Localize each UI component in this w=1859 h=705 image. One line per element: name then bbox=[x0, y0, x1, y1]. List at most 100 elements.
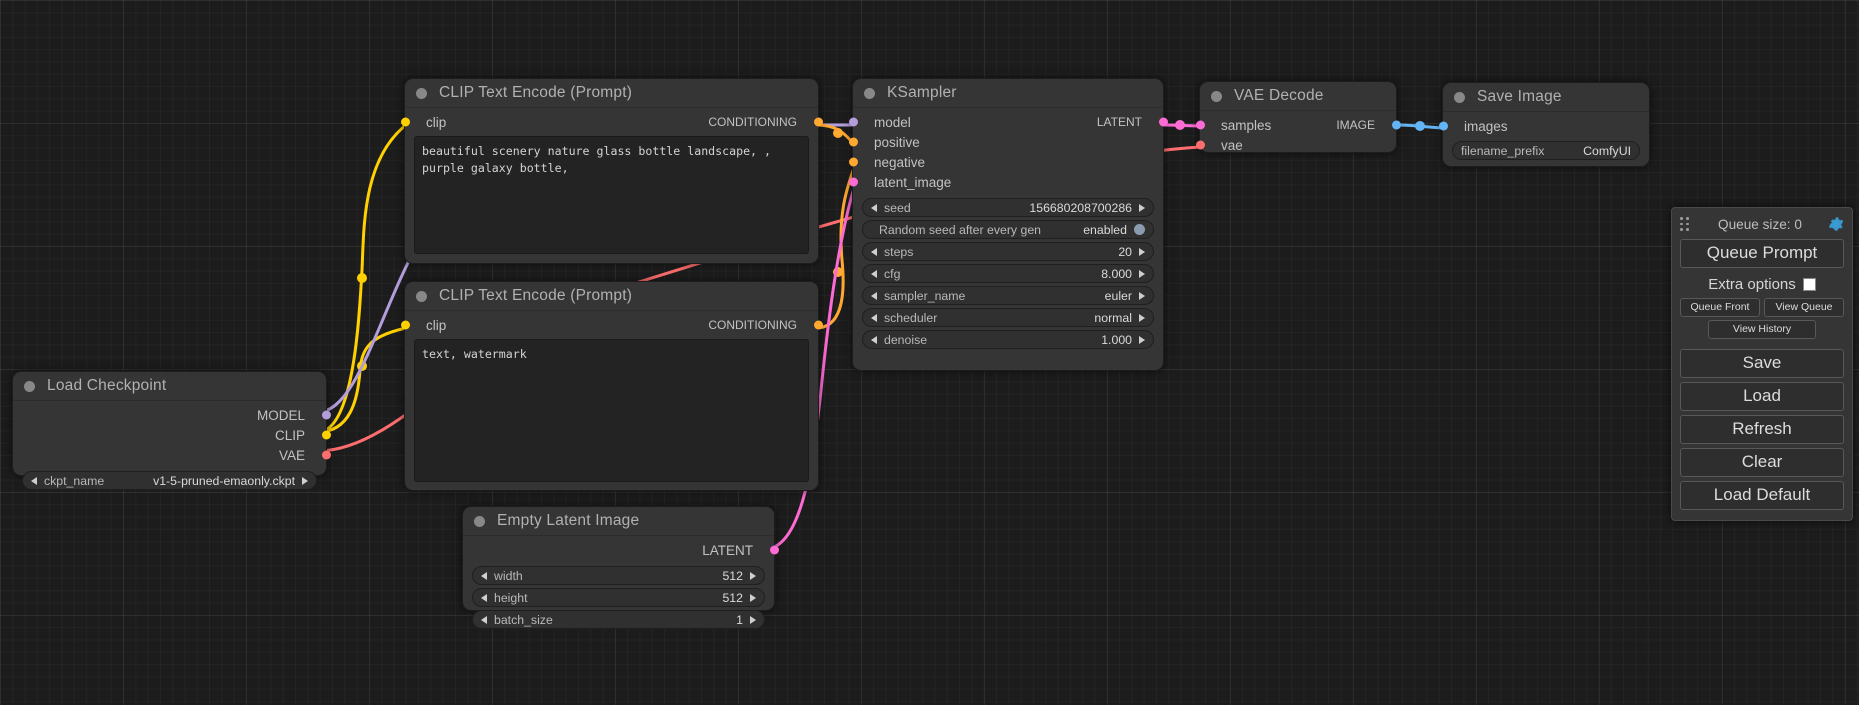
collapse-dot-icon[interactable] bbox=[1454, 91, 1465, 103]
widget-batch-size[interactable]: batch_size 1 bbox=[472, 610, 765, 629]
node-title-bar[interactable]: CLIP Text Encode (Prompt) bbox=[405, 282, 818, 311]
node-title-bar[interactable]: VAE Decode bbox=[1200, 82, 1396, 111]
widget-random-seed-toggle[interactable]: Random seed after every gen enabled bbox=[862, 220, 1154, 239]
widget-steps[interactable]: steps 20 bbox=[862, 242, 1154, 261]
prompt-textarea[interactable]: beautiful scenery nature glass bottle la… bbox=[414, 136, 809, 254]
widget-filename-prefix[interactable]: filename_prefix ComfyUI bbox=[1452, 141, 1640, 160]
refresh-button[interactable]: Refresh bbox=[1680, 415, 1844, 444]
negative-input-dot-icon[interactable] bbox=[848, 157, 858, 167]
previous-arrow-icon[interactable] bbox=[871, 291, 877, 300]
comfy-menu-panel[interactable]: Queue size: 0 Queue Prompt Extra options… bbox=[1671, 207, 1853, 521]
increment-arrow-icon[interactable] bbox=[1139, 203, 1145, 212]
widget-scheduler[interactable]: scheduler normal bbox=[862, 308, 1154, 327]
extra-options-checkbox[interactable] bbox=[1802, 278, 1816, 291]
load-default-button[interactable]: Load Default bbox=[1680, 481, 1844, 510]
node-clip-text-encode-positive[interactable]: CLIP Text Encode (Prompt) clip CONDITION… bbox=[400, 78, 823, 264]
node-load-checkpoint[interactable]: Load Checkpoint MODEL CLIP VAE ckpt_name… bbox=[12, 371, 331, 490]
conditioning-output-dot-icon[interactable] bbox=[813, 320, 823, 330]
previous-arrow-icon[interactable] bbox=[31, 476, 37, 485]
output-slot-latent[interactable]: LATENT bbox=[463, 540, 779, 560]
collapse-dot-icon[interactable] bbox=[24, 380, 35, 392]
gear-icon[interactable] bbox=[1828, 216, 1844, 232]
samples-input-dot-icon[interactable] bbox=[1195, 120, 1205, 130]
input-slot-clip[interactable]: clip CONDITIONING bbox=[400, 315, 823, 335]
increment-arrow-icon[interactable] bbox=[1139, 247, 1145, 256]
conditioning-output-dot-icon[interactable] bbox=[813, 117, 823, 127]
increment-arrow-icon[interactable] bbox=[1139, 335, 1145, 344]
widget-cfg[interactable]: cfg 8.000 bbox=[862, 264, 1154, 283]
increment-arrow-icon[interactable] bbox=[750, 571, 756, 580]
view-history-button[interactable]: View History bbox=[1708, 320, 1816, 339]
node-save-image[interactable]: Save Image images filename_prefix ComfyU… bbox=[1438, 82, 1650, 167]
output-slot-vae[interactable]: VAE bbox=[13, 445, 331, 465]
next-arrow-icon[interactable] bbox=[1139, 291, 1145, 300]
increment-arrow-icon[interactable] bbox=[750, 593, 756, 602]
toggle-indicator-icon[interactable] bbox=[1134, 224, 1145, 235]
node-title-bar[interactable]: Empty Latent Image bbox=[463, 507, 774, 536]
vae-input-dot-icon[interactable] bbox=[1195, 140, 1205, 150]
decrement-arrow-icon[interactable] bbox=[481, 615, 487, 624]
latent-output-dot-icon[interactable] bbox=[1158, 117, 1168, 127]
input-slot-clip[interactable]: clip CONDITIONING bbox=[400, 112, 823, 132]
widget-sampler-name[interactable]: sampler_name euler bbox=[862, 286, 1154, 305]
decrement-arrow-icon[interactable] bbox=[481, 571, 487, 580]
latent-output-dot-icon[interactable] bbox=[769, 545, 779, 555]
node-title-bar[interactable]: KSampler bbox=[853, 79, 1163, 108]
output-slot-model[interactable]: MODEL bbox=[13, 405, 331, 425]
input-slot-negative[interactable]: negative bbox=[848, 152, 1163, 172]
widget-denoise[interactable]: denoise 1.000 bbox=[862, 330, 1154, 349]
widget-seed[interactable]: seed 156680208700286 bbox=[862, 198, 1154, 217]
queue-front-button[interactable]: Queue Front bbox=[1680, 298, 1760, 317]
clip-output-dot-icon[interactable] bbox=[321, 430, 331, 440]
collapse-dot-icon[interactable] bbox=[1211, 90, 1222, 102]
images-input-dot-icon[interactable] bbox=[1438, 121, 1448, 131]
queue-prompt-button[interactable]: Queue Prompt bbox=[1680, 239, 1844, 268]
model-output-dot-icon[interactable] bbox=[321, 410, 331, 420]
node-vae-decode[interactable]: VAE Decode samples IMAGE vae bbox=[1195, 81, 1401, 155]
next-arrow-icon[interactable] bbox=[302, 476, 308, 485]
previous-arrow-icon[interactable] bbox=[871, 313, 877, 322]
node-empty-latent-image[interactable]: Empty Latent Image LATENT width 512 heig… bbox=[462, 506, 779, 629]
input-slot-latent-image[interactable]: latent_image bbox=[848, 172, 1163, 192]
input-slot-model[interactable]: model LATENT bbox=[848, 112, 1168, 132]
prompt-textarea[interactable]: text, watermark bbox=[414, 339, 809, 482]
latent-image-input-dot-icon[interactable] bbox=[848, 177, 858, 187]
positive-input-dot-icon[interactable] bbox=[848, 137, 858, 147]
clip-input-dot-icon[interactable] bbox=[400, 320, 410, 330]
view-queue-button[interactable]: View Queue bbox=[1764, 298, 1844, 317]
decrement-arrow-icon[interactable] bbox=[871, 335, 877, 344]
save-button[interactable]: Save bbox=[1680, 349, 1844, 378]
collapse-dot-icon[interactable] bbox=[474, 515, 485, 527]
input-slot-vae[interactable]: vae bbox=[1195, 135, 1396, 155]
collapse-dot-icon[interactable] bbox=[416, 290, 427, 302]
input-slot-images[interactable]: images bbox=[1438, 116, 1649, 136]
decrement-arrow-icon[interactable] bbox=[481, 593, 487, 602]
node-title-bar[interactable]: Load Checkpoint bbox=[13, 372, 326, 401]
node-title-bar[interactable]: Save Image bbox=[1443, 83, 1649, 112]
collapse-dot-icon[interactable] bbox=[864, 87, 875, 99]
model-input-dot-icon[interactable] bbox=[848, 117, 858, 127]
increment-arrow-icon[interactable] bbox=[1139, 269, 1145, 278]
collapse-dot-icon[interactable] bbox=[416, 87, 427, 99]
vae-output-dot-icon[interactable] bbox=[321, 450, 331, 460]
next-arrow-icon[interactable] bbox=[1139, 313, 1145, 322]
drag-handle-icon[interactable] bbox=[1680, 217, 1692, 231]
input-slot-positive[interactable]: positive bbox=[848, 132, 1163, 152]
node-ksampler[interactable]: KSampler model LATENT positive negative … bbox=[848, 78, 1168, 371]
load-button[interactable]: Load bbox=[1680, 382, 1844, 411]
widget-height[interactable]: height 512 bbox=[472, 588, 765, 607]
increment-arrow-icon[interactable] bbox=[750, 615, 756, 624]
decrement-arrow-icon[interactable] bbox=[871, 203, 877, 212]
extra-options-row[interactable]: Extra options bbox=[1680, 276, 1844, 293]
clip-input-dot-icon[interactable] bbox=[400, 117, 410, 127]
widget-width[interactable]: width 512 bbox=[472, 566, 765, 585]
image-output-dot-icon[interactable] bbox=[1391, 120, 1401, 130]
decrement-arrow-icon[interactable] bbox=[871, 247, 877, 256]
node-clip-text-encode-negative[interactable]: CLIP Text Encode (Prompt) clip CONDITION… bbox=[400, 281, 823, 491]
clear-button[interactable]: Clear bbox=[1680, 448, 1844, 477]
decrement-arrow-icon[interactable] bbox=[871, 269, 877, 278]
node-title-bar[interactable]: CLIP Text Encode (Prompt) bbox=[405, 79, 818, 108]
widget-ckpt-name[interactable]: ckpt_name v1-5-pruned-emaonly.ckpt bbox=[22, 471, 317, 490]
output-slot-clip[interactable]: CLIP bbox=[13, 425, 331, 445]
